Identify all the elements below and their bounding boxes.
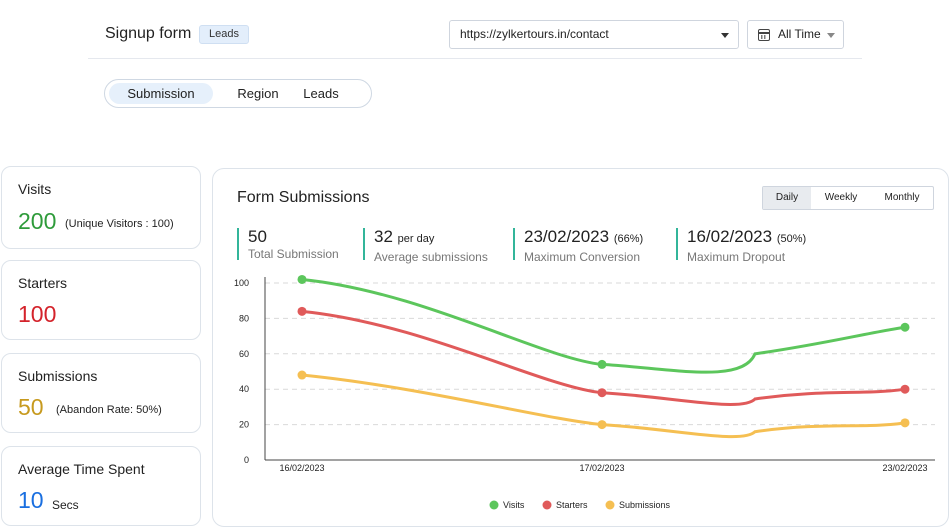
metric-max-conversion-suffix: (66%) [613,233,644,245]
x-tick-label: 23/02/2023 [882,463,927,473]
y-tick-label: 60 [239,349,249,359]
metric-max-dropout: 16/02/2023 (50%) Maximum Dropout [676,227,807,264]
url-dropdown-value: https://zylkertours.in/contact [460,27,609,41]
visits-value: 200 [18,208,57,234]
avg-time-value: 10 [18,487,44,513]
legend-label-submissions: Submissions [619,500,671,510]
period-monthly[interactable]: Monthly [884,192,920,203]
data-point-submissions [297,370,307,380]
data-point-submissions [900,418,910,428]
view-tabs: Submission Region Leads [104,79,372,108]
legend-label-starters: Starters [556,500,588,510]
y-tick-label: 20 [239,420,249,430]
series-line-starters [300,309,907,406]
time-range-value: All Time [778,27,821,41]
starters-value: 100 [18,301,57,327]
starters-label: Starters [18,275,68,291]
caret-down-icon [827,33,835,38]
y-tick-label: 100 [234,278,249,288]
y-tick-label: 40 [239,384,249,394]
series-line-visits [300,277,907,374]
data-point-starters [597,388,607,398]
visits-note: (Unique Visitors : 100) [65,218,174,230]
data-point-visits [597,359,607,369]
metric-max-dropout-suffix: (50%) [776,233,807,245]
x-tick-label: 16/02/2023 [279,463,324,473]
metric-average-suffix: per day [397,233,435,245]
data-point-starters [297,306,307,316]
line-chart: 0 20 40 60 80 100 16/02/2023 17/02/2023 23/02/20… [234,274,935,510]
metric-max-conversion-value: 23/02/2023 [524,227,610,246]
y-tick-label: 80 [239,313,249,323]
metric-max-dropout-value: 16/02/2023 [687,227,773,246]
metric-average: 32 per day Average submissions [363,227,488,264]
submissions-card: Submissions 50 (Abandon Rate: 50%) [1,353,201,433]
caret-down-icon [721,33,729,38]
metric-total-label: Total Submission [248,247,339,261]
period-toggle: Daily Weekly Monthly [762,186,934,210]
tab-submission[interactable]: Submission [109,83,213,104]
submissions-label: Submissions [18,368,98,384]
page-title: Signup form [105,25,192,42]
starters-card: Starters 100 [1,260,201,340]
data-point-submissions [597,420,607,430]
legend-marker-visits [489,500,499,510]
avg-time-unit: Secs [52,498,79,512]
metric-total-value: 50 [248,227,267,246]
metric-average-label: Average submissions [374,250,488,264]
visits-card: Visits 200 (Unique Visitors : 100) [1,166,201,249]
metric-average-value: 32 [374,227,393,246]
visits-label: Visits [18,181,52,197]
data-point-visits [297,274,307,284]
submissions-value: 50 [18,394,44,420]
form-submissions-panel: Form Submissions Daily Weekly Monthly 50… [212,168,949,527]
tab-leads[interactable]: Leads [303,86,339,101]
avg-time-card: Average Time Spent 10 Secs [1,446,201,526]
leads-badge: Leads [199,25,249,44]
metric-max-conversion: 23/02/2023 (66%) Maximum Conversion [513,227,644,264]
avg-time-label: Average Time Spent [18,461,145,477]
data-point-starters [900,384,910,394]
period-weekly[interactable]: Weekly [824,192,858,203]
time-range-dropdown[interactable]: All Time [747,20,844,49]
legend-marker-submissions [605,500,615,510]
data-point-visits [900,322,910,332]
series-line-submissions [300,373,907,439]
period-daily[interactable]: Daily [763,187,811,209]
metric-total: 50 Total Submission [237,227,339,261]
y-tick-label: 0 [244,455,249,465]
metric-max-dropout-label: Maximum Dropout [687,250,786,264]
calendar-icon [758,29,770,41]
panel-title: Form Submissions [237,189,370,206]
header-bar: Signup form Leads https://zylkertours.in… [88,0,862,59]
url-dropdown[interactable]: https://zylkertours.in/contact [449,20,739,49]
metric-max-conversion-label: Maximum Conversion [524,250,641,264]
legend-marker-starters [542,500,552,510]
x-tick-label: 17/02/2023 [579,463,624,473]
tab-region[interactable]: Region [237,86,279,101]
legend-label-visits: Visits [503,500,525,510]
submissions-note: (Abandon Rate: 50%) [56,404,162,416]
